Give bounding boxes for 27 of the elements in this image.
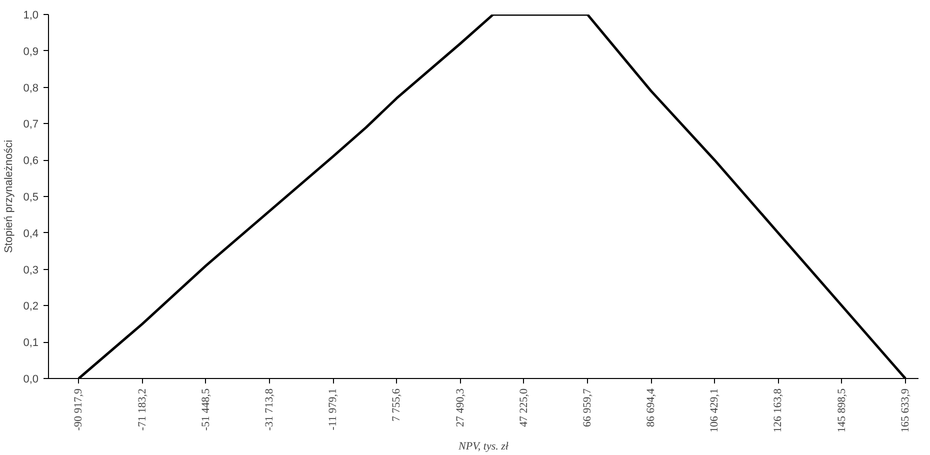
x-tick-label: 86 694,4: [645, 388, 658, 427]
x-tick-label: -51 448,5: [200, 388, 212, 431]
x-axis-title: NPV, tys. zł: [458, 440, 510, 452]
y-tick-label: 0,8: [23, 82, 39, 94]
x-tick-label: -71 183,2: [136, 388, 148, 431]
x-tick-label: 47 225,0: [518, 388, 530, 427]
y-tick-label: 0,0: [23, 374, 39, 386]
y-tick-label: 0,6: [23, 155, 39, 168]
y-tick-label: 0,7: [23, 118, 39, 131]
x-tick-label: 7 755,6: [390, 388, 403, 422]
y-axis-title: Stopień przynależności: [3, 140, 16, 254]
y-tick-label: 0,1: [23, 337, 39, 350]
y-tick-label: 0,5: [23, 192, 39, 204]
y-tick-label: 0,3: [23, 264, 39, 276]
x-tick-label: 66 959,7: [581, 388, 594, 427]
y-tick-label: 0,4: [23, 228, 39, 240]
x-tick-label: 27 490,3: [454, 388, 466, 427]
x-tick-label: -11 979,1: [327, 388, 340, 430]
x-tick-label: 106 429,1: [708, 388, 721, 432]
y-tick-label: 0,9: [23, 46, 39, 58]
x-tick-label: 126 163,8: [772, 388, 784, 432]
x-tick-label: -31 713,8: [264, 388, 276, 431]
y-tick-label: 0,2: [23, 300, 39, 313]
x-tick-label: 165 633,9: [899, 388, 912, 432]
x-tick-label: -90 917,9: [72, 388, 85, 431]
y-tick-label: 1,0: [23, 10, 39, 22]
x-tick-label: 145 898,5: [836, 388, 848, 432]
